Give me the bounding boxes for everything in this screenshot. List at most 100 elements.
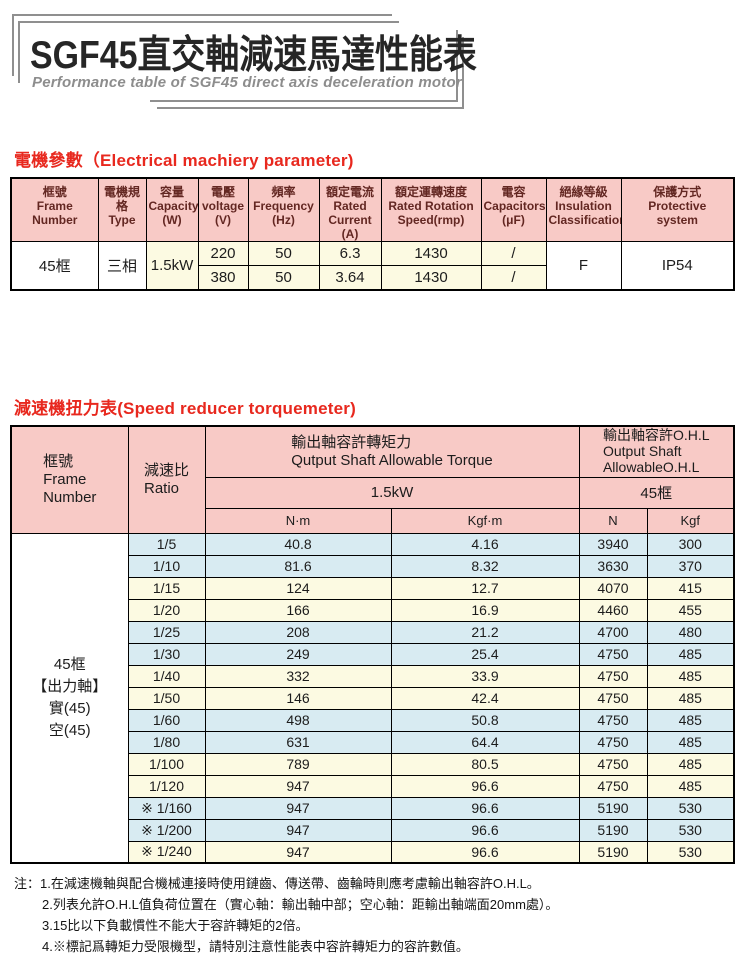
torque-cell-nm: 81.6 bbox=[204, 554, 392, 578]
torque-cell-nm: 947 bbox=[204, 818, 392, 842]
torque-cell-n: 4070 bbox=[578, 576, 648, 600]
cell-rotation-speed: 1430 bbox=[380, 241, 482, 266]
torque-cell-kgf: 485 bbox=[646, 664, 735, 688]
cell-rotation-speed: 1430 bbox=[380, 265, 482, 290]
torque-frame-cell: 45框 【出力軸】 實(45) 空(45) bbox=[10, 532, 129, 864]
torque-table-body: 45框 【出力軸】 實(45) 空(45) 1/5 40.8 4.16 3940 300 1… bbox=[10, 532, 735, 864]
torque-cell-kgf: 455 bbox=[646, 598, 735, 622]
notes: 注：1.在減速機軸與配合機械連接時使用鏈齒、傳送帶、齒輪時則應考慮輸出軸容許O.… bbox=[14, 873, 743, 957]
unit-header-kgfm: Kgf·m bbox=[390, 507, 580, 534]
torque-row: 1/30 249 25.4 4750 485 bbox=[11, 642, 735, 666]
cell-voltage: 380 bbox=[197, 265, 249, 290]
note-line: 3.15比以下負載慣性不能大于容許轉矩的2倍。 bbox=[14, 915, 743, 936]
torque-col-header-ohl: 輸出軸容許O.H.L Output Shaft AllowableO.H.L bbox=[578, 425, 735, 478]
note-text: 3.15比以下負載慣性不能大于容許轉矩的2倍。 bbox=[42, 918, 309, 933]
torque-cell-ratio: 1/10 bbox=[127, 554, 206, 578]
torque-cell-kgfm: 25.4 bbox=[390, 642, 580, 666]
torque-cell-n: 4750 bbox=[578, 686, 648, 710]
torque-cell-n: 5190 bbox=[578, 796, 648, 820]
col-header-capacitors: 電容 Capacitors (μF) bbox=[480, 177, 547, 242]
torque-cell-n: 3940 bbox=[578, 532, 648, 556]
torque-row: 1/50 146 42.4 4750 485 bbox=[11, 686, 735, 710]
torque-cell-ratio: 1/40 bbox=[127, 664, 206, 688]
page-title: SGF45直交軸減速馬達性能表 bbox=[30, 34, 477, 77]
torque-cell-n: 4750 bbox=[578, 708, 648, 732]
torque-row: 1/60 498 50.8 4750 485 bbox=[11, 708, 735, 732]
torque-cell-n: 4750 bbox=[578, 642, 648, 666]
unit-header-kgf: Kgf bbox=[646, 507, 735, 534]
torque-col-header-ratio-label: 減速比 Ratio bbox=[143, 461, 189, 497]
torque-table: 框號 Frame Number 減速比 Ratio 輸出軸容許轉矩力 Qutpu… bbox=[10, 424, 736, 864]
electrical-row-220v: 45框 三相 1.5kW 220 50 6.3 1430 / F IP54 bbox=[10, 241, 735, 290]
torque-cell-ratio: 1/20 bbox=[127, 598, 206, 622]
torque-cell-kgfm: 42.4 bbox=[390, 686, 580, 710]
torque-cell-nm: 208 bbox=[204, 620, 392, 644]
torque-row: ※ 1/160 947 96.6 5190 530 bbox=[11, 796, 735, 820]
torque-cell-kgfm: 12.7 bbox=[390, 576, 580, 600]
torque-cell-ratio: 1/25 bbox=[127, 620, 206, 644]
torque-header-power: 1.5kW bbox=[204, 476, 580, 509]
torque-cell-n: 4750 bbox=[578, 774, 648, 798]
torque-cell-ratio: ※ 1/240 bbox=[127, 840, 206, 864]
torque-cell-nm: 249 bbox=[204, 642, 392, 666]
torque-cell-nm: 40.8 bbox=[204, 532, 392, 556]
torque-cell-kgf: 485 bbox=[646, 774, 735, 798]
torque-header-frame-size: 45框 bbox=[578, 476, 735, 509]
torque-cell-n: 5190 bbox=[578, 840, 648, 864]
torque-row: ※ 1/240 947 96.6 5190 530 bbox=[11, 840, 735, 864]
cell-protection: IP54 bbox=[620, 241, 735, 290]
torque-cell-nm: 498 bbox=[204, 708, 392, 732]
torque-header-row-units: N·m Kgf·m N Kgf bbox=[11, 507, 735, 534]
title-frame-line bbox=[12, 14, 392, 16]
torque-cell-kgf: 530 bbox=[646, 840, 735, 864]
title-frame-line bbox=[12, 14, 14, 76]
torque-cell-ratio: ※ 1/160 bbox=[127, 796, 206, 820]
torque-cell-kgf: 530 bbox=[646, 818, 735, 842]
torque-cell-ratio: 1/60 bbox=[127, 708, 206, 732]
torque-col-header-frame: 框號 Frame Number bbox=[10, 425, 129, 534]
unit-header-n: N bbox=[578, 507, 648, 534]
torque-cell-nm: 947 bbox=[204, 840, 392, 864]
title-frame-line bbox=[18, 21, 20, 83]
cell-type: 三相 bbox=[97, 241, 147, 290]
col-header-rated-current: 額定電流 Rated Current (A) bbox=[318, 177, 382, 242]
torque-col-header-allowable-torque-label: 輸出軸容許轉矩力 Qutput Shaft Allowable Torque bbox=[291, 433, 493, 469]
torque-cell-kgfm: 96.6 bbox=[390, 796, 580, 820]
torque-cell-kgfm: 21.2 bbox=[390, 620, 580, 644]
torque-cell-ratio: 1/30 bbox=[127, 642, 206, 666]
torque-row: 1/25 208 21.2 4700 480 bbox=[11, 620, 735, 644]
note-text: 4.※標記爲轉矩力受限機型，請特別注意性能表中容許轉矩力的容許數值。 bbox=[42, 939, 469, 954]
col-header-frequency: 頻率 Frequency (Hz) bbox=[247, 177, 320, 242]
col-header-capacity: 容量 Capacity (W) bbox=[145, 177, 199, 242]
torque-row: ※ 1/200 947 96.6 5190 530 bbox=[11, 818, 735, 842]
torque-header-row-power: 1.5kW 45框 bbox=[11, 476, 735, 509]
torque-section-heading: 減速機扭力表(Speed reducer torquemeter) bbox=[14, 398, 356, 418]
torque-cell-nm: 146 bbox=[204, 686, 392, 710]
torque-cell-nm: 789 bbox=[204, 752, 392, 776]
torque-cell-n: 4460 bbox=[578, 598, 648, 622]
col-header-insulation: 絕緣等級 Insulation Classification bbox=[545, 177, 622, 242]
col-header-voltage: 電壓 voltage (V) bbox=[197, 177, 249, 242]
torque-cell-kgf: 485 bbox=[646, 708, 735, 732]
cell-capacity: 1.5kW bbox=[145, 241, 199, 290]
torque-cell-nm: 947 bbox=[204, 796, 392, 820]
note-line: 4.※標記爲轉矩力受限機型，請特別注意性能表中容許轉矩力的容許數值。 bbox=[14, 936, 743, 957]
torque-cell-n: 4750 bbox=[578, 664, 648, 688]
torque-cell-nm: 631 bbox=[204, 730, 392, 754]
torque-col-header-ohl-label: 輸出軸容許O.H.L Output Shaft AllowableO.H.L bbox=[602, 426, 710, 475]
torque-cell-kgfm: 96.6 bbox=[390, 818, 580, 842]
torque-cell-ratio: 1/15 bbox=[127, 576, 206, 600]
torque-cell-nm: 332 bbox=[204, 664, 392, 688]
title-block: SGF45直交軸減速馬達性能表 Performance table of SGF… bbox=[0, 0, 743, 132]
torque-cell-kgfm: 4.16 bbox=[390, 532, 580, 556]
torque-cell-n: 4750 bbox=[578, 752, 648, 776]
torque-cell-ratio: 1/120 bbox=[127, 774, 206, 798]
torque-cell-kgf: 485 bbox=[646, 752, 735, 776]
torque-cell-kgfm: 96.6 bbox=[390, 840, 580, 864]
note-line: 注：1.在減速機軸與配合機械連接時使用鏈齒、傳送帶、齒輪時則應考慮輸出軸容許O.… bbox=[14, 873, 743, 894]
torque-cell-kgf: 480 bbox=[646, 620, 735, 644]
torque-row: 1/15 124 12.7 4070 415 bbox=[11, 576, 735, 600]
cell-capacitor: / bbox=[480, 265, 547, 290]
torque-cell-kgfm: 64.4 bbox=[390, 730, 580, 754]
